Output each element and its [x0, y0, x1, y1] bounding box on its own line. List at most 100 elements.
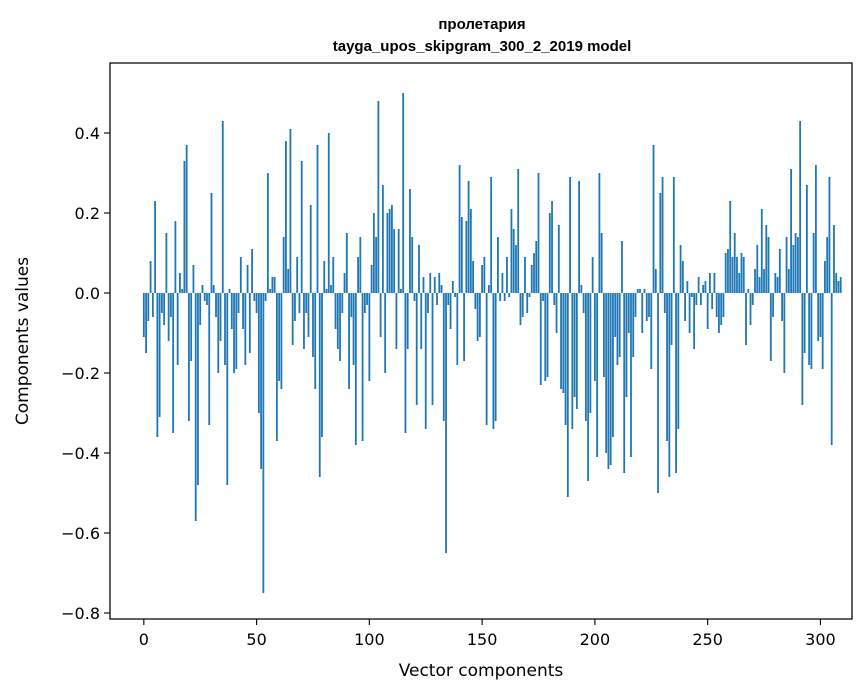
bar [285, 141, 287, 293]
bar [422, 277, 425, 293]
bar [307, 293, 310, 337]
bar [145, 293, 147, 353]
x-tick-label: 100 [354, 630, 385, 649]
bar [501, 273, 504, 293]
bar [478, 293, 481, 337]
bar [765, 225, 768, 293]
bar [183, 161, 186, 293]
y-axis-label: Components values [13, 257, 33, 425]
bar [612, 293, 614, 437]
bar [348, 293, 350, 389]
bar [783, 293, 786, 373]
bar [584, 293, 587, 421]
bar [672, 177, 675, 293]
bar [294, 293, 296, 321]
bar [618, 293, 621, 357]
bar [709, 273, 711, 293]
bar [454, 293, 456, 297]
bar [420, 293, 423, 349]
bar [794, 233, 797, 293]
bar [702, 285, 705, 293]
bar [395, 293, 398, 349]
bar [589, 293, 592, 413]
bar [774, 273, 777, 293]
y-tick-label: −0.6 [61, 524, 100, 543]
bar [142, 293, 145, 337]
bar [312, 293, 314, 357]
bar [413, 293, 416, 301]
bar [772, 293, 774, 317]
bar [463, 293, 465, 361]
bar [409, 189, 411, 293]
bar [483, 257, 486, 293]
bar [185, 145, 188, 293]
bar [357, 257, 359, 293]
bar [722, 293, 725, 317]
bar [291, 293, 294, 345]
bar [562, 293, 565, 393]
bar [321, 293, 323, 437]
bar [433, 277, 436, 293]
bar [699, 293, 702, 305]
x-tick-label: 300 [805, 630, 836, 649]
bar [499, 293, 502, 301]
bar [751, 293, 754, 305]
bar [632, 293, 635, 357]
bar [469, 209, 472, 293]
bar [210, 193, 213, 293]
bar [738, 273, 741, 293]
bar [763, 269, 765, 293]
bar [512, 229, 515, 293]
bar [614, 293, 617, 337]
bar [537, 173, 540, 293]
bar [767, 237, 770, 293]
bar [778, 249, 781, 293]
bar [790, 169, 792, 293]
bar [729, 201, 732, 293]
bar [654, 269, 657, 293]
bar [147, 293, 150, 321]
bar [339, 293, 341, 361]
bar [411, 237, 414, 293]
bar [690, 293, 693, 297]
y-tick-label: −0.2 [61, 364, 100, 383]
bar [724, 253, 727, 293]
bar [711, 293, 714, 309]
bar [749, 293, 752, 325]
bar [539, 293, 542, 385]
bar [551, 201, 553, 293]
bar [805, 185, 808, 293]
bar [287, 269, 290, 293]
bar [817, 293, 820, 341]
bar [575, 293, 578, 409]
bar [742, 257, 745, 293]
bar [553, 293, 556, 305]
bar [179, 273, 181, 293]
bar [824, 261, 826, 293]
bar [345, 233, 348, 293]
bar [648, 293, 650, 317]
bar-series [142, 93, 842, 593]
bar [557, 225, 560, 293]
bar [208, 293, 211, 425]
bar [815, 165, 817, 293]
bar [835, 273, 838, 293]
bar [510, 209, 513, 293]
bar [569, 177, 571, 293]
chart-title: пролетария tayga_upos_skipgram_300_2_201… [333, 16, 632, 55]
bar [720, 293, 723, 325]
bar [792, 245, 795, 293]
bar [625, 293, 628, 397]
x-tick-label: 150 [467, 630, 498, 649]
bar [384, 293, 387, 373]
bar [427, 293, 429, 313]
bar [262, 293, 265, 593]
bar [718, 293, 720, 333]
bar [239, 257, 242, 293]
bar [318, 293, 321, 477]
bar [400, 289, 402, 293]
bar [352, 293, 355, 365]
bar [481, 265, 484, 293]
x-axis-label: Vector components [399, 661, 564, 681]
